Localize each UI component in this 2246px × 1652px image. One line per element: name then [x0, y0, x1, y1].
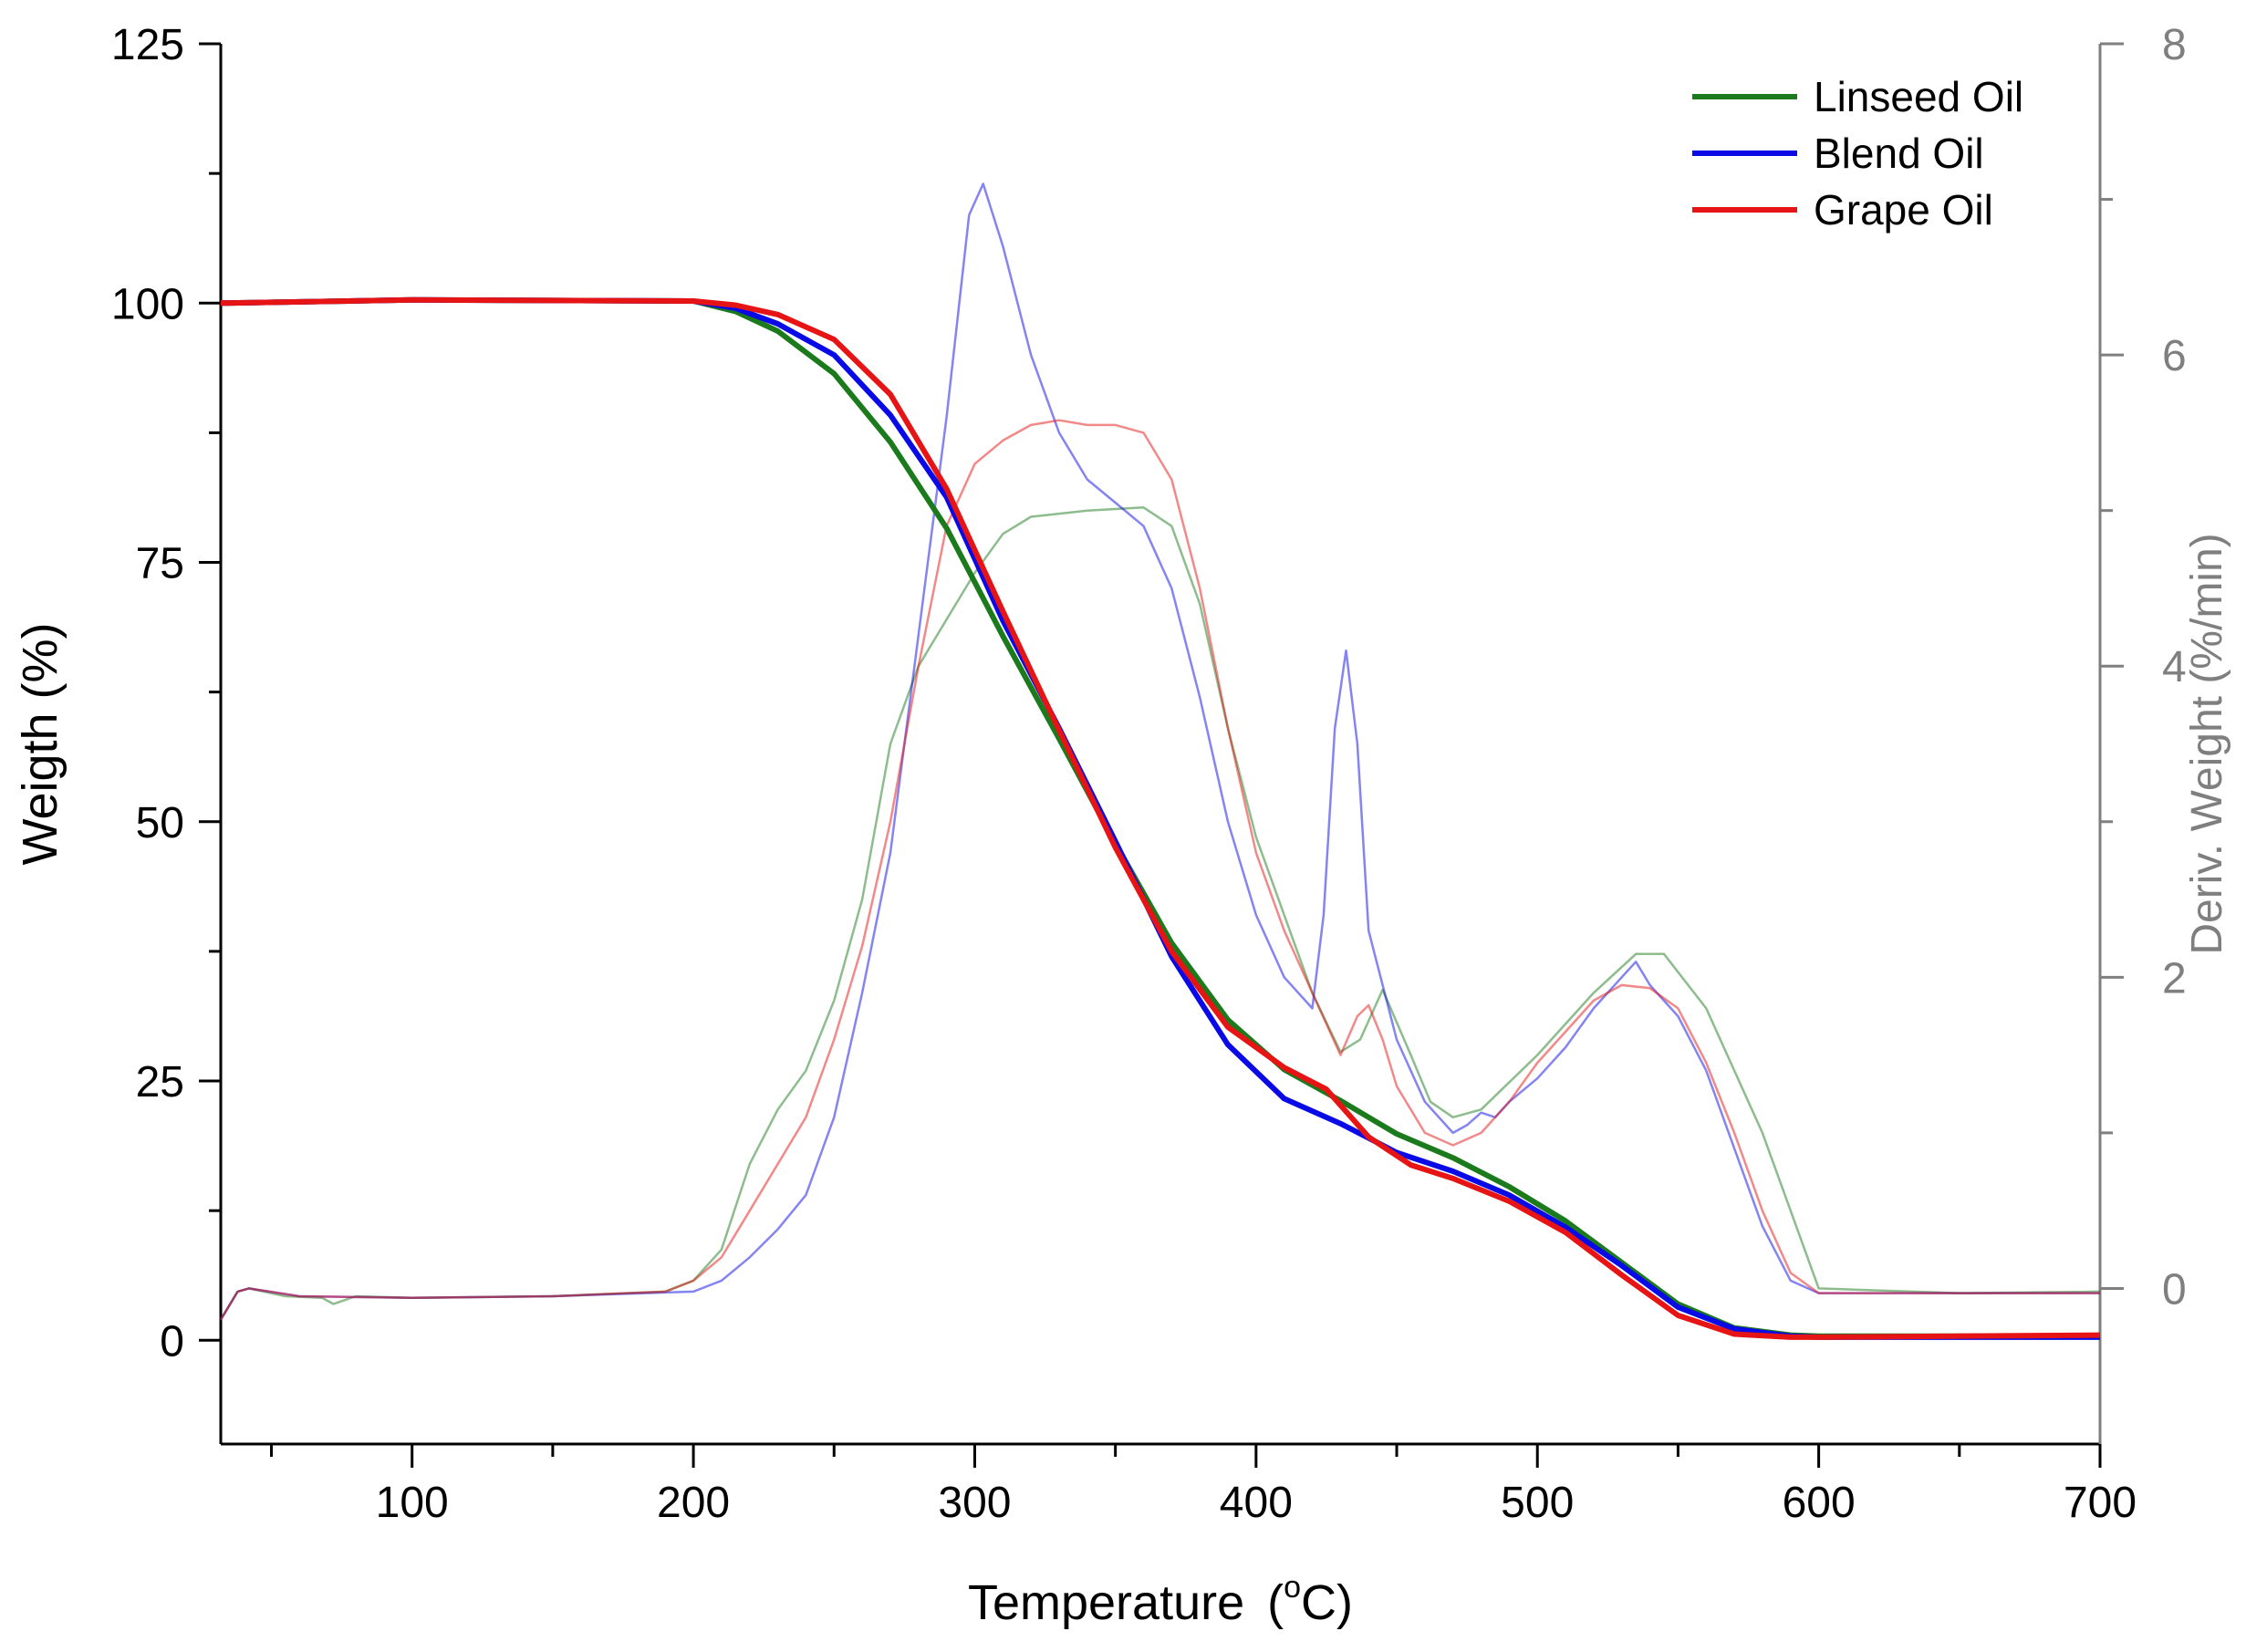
deriv-series-group [219, 182, 2101, 1321]
x-axis-unit-close: C) [1301, 1575, 1353, 1630]
weight-series-group [220, 296, 2101, 1340]
y-axis-right: 0 2 4 6 8 [2100, 21, 2187, 1314]
legend-label-linseed: Linseed Oil [1814, 73, 2023, 120]
deriv-line-grape [219, 419, 2100, 1321]
x-tick-label: 400 [1220, 1479, 1293, 1527]
deriv-line-blend [219, 182, 2100, 1321]
y-tick-label: 125 [111, 21, 184, 69]
x-axis-title: Temperature (oC) [968, 1570, 1353, 1630]
x-tick-label: 300 [938, 1479, 1011, 1527]
x-tick-label: 500 [1501, 1479, 1574, 1527]
x-tick-label: 600 [1783, 1479, 1856, 1527]
deriv-line-linseed [219, 506, 2101, 1321]
weight-line-grape [220, 296, 2101, 1340]
x-tick-label: 700 [2064, 1479, 2137, 1527]
y-tick-label: 75 [136, 540, 184, 588]
x-axis-unit-open: ( [1267, 1575, 1284, 1630]
y2-tick-label: 4 [2162, 643, 2187, 691]
x-tick-label: 200 [657, 1479, 730, 1527]
y-axis-left: 0 25 50 75 100 125 [111, 21, 221, 1366]
plot-frame [219, 44, 2102, 1446]
y-axis-left-title: Weigth (%) [13, 622, 68, 865]
y2-tick-label: 6 [2162, 332, 2187, 380]
y-tick-label: 0 [160, 1317, 184, 1366]
y-tick-label: 100 [111, 280, 184, 328]
y-tick-label: 50 [136, 799, 184, 847]
y2-tick-label: 8 [2162, 21, 2187, 69]
x-axis-unit-sup: o [1284, 1570, 1301, 1605]
y2-tick-label: 2 [2162, 954, 2187, 1003]
y-axis-right-title: Deriv. Weight (%/min) [2183, 533, 2231, 954]
x-axis: 100 200 300 400 500 600 700 [270, 1444, 2137, 1527]
legend-label-blend: Blend Oil [1814, 130, 1984, 177]
weight-line-linseed [220, 296, 2100, 1339]
weight-line-blend [220, 296, 2100, 1340]
legend-label-grape: Grape Oil [1814, 186, 1993, 234]
x-tick-label: 100 [376, 1479, 449, 1527]
legend: Linseed Oil Blend Oil Grape Oil [1692, 73, 2023, 234]
y2-tick-label: 0 [2162, 1265, 2187, 1314]
y-tick-label: 25 [136, 1058, 184, 1107]
x-axis-title-text: Temperature [968, 1575, 1244, 1630]
